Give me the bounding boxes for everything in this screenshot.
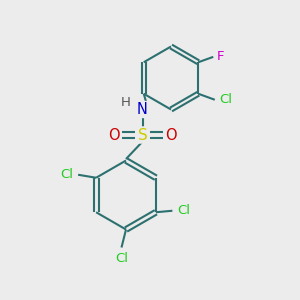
Text: F: F [217, 50, 224, 63]
Text: O: O [108, 128, 120, 142]
Text: O: O [165, 128, 177, 142]
Text: N: N [137, 102, 148, 117]
Text: Cl: Cl [220, 93, 233, 106]
Text: S: S [138, 128, 147, 142]
Text: Cl: Cl [177, 204, 190, 217]
Text: H: H [121, 95, 131, 109]
Text: Cl: Cl [115, 251, 128, 265]
Text: Cl: Cl [60, 168, 73, 181]
